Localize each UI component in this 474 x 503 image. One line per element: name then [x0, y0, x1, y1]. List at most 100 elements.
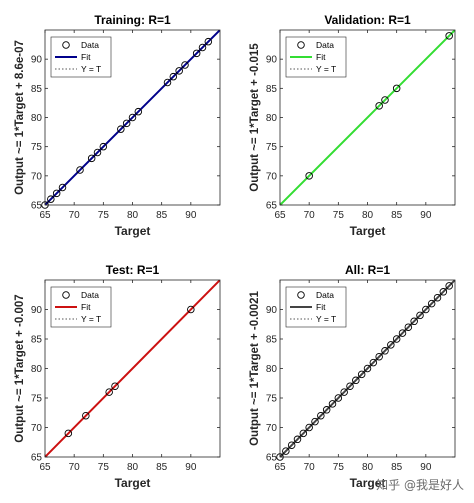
x-tick-label: 75 [333, 462, 345, 473]
y-axis-label: Output ~= 1*Target + -0.015 [249, 43, 261, 192]
x-axis-label: Target [115, 224, 151, 238]
data-point [381, 96, 389, 104]
data-point [175, 67, 183, 75]
y-tick-label: 65 [31, 453, 43, 464]
data-point [192, 49, 201, 58]
data-point [322, 406, 331, 414]
x-tick-label: 75 [98, 210, 110, 221]
data-point [387, 341, 395, 349]
data-point [122, 119, 131, 128]
x-tick-label: 70 [69, 462, 81, 473]
fit-line [45, 280, 220, 457]
x-tick-label: 65 [39, 462, 51, 473]
data-point [439, 288, 448, 296]
x-tick-label: 90 [185, 462, 197, 473]
x-tick-label: 70 [304, 210, 316, 221]
legend-entry: Data [81, 40, 99, 50]
data-point [445, 282, 453, 290]
x-axis-label: Target [115, 476, 151, 490]
legend-entry: Data [81, 290, 99, 300]
data-point [340, 388, 348, 396]
legend-entry: Y = T [81, 314, 101, 324]
data-point [181, 61, 189, 69]
chart-panel-2: 65 70 75 80 85 90 65 70 75 80 85 90 Test: R=1 Target O… [14, 263, 221, 490]
y-axis-label: Output ~= 1*Target + -0.0021 [249, 291, 261, 446]
x-tick-label: 65 [274, 210, 286, 221]
y-tick-label: 80 [266, 113, 278, 124]
legend-entry: Y = T [81, 64, 101, 74]
data-point [398, 329, 407, 337]
legend-marker-data [297, 41, 305, 49]
chart-title: Training: R=1 [94, 13, 171, 27]
y-tick-label: 75 [266, 142, 278, 153]
data-point [93, 148, 102, 157]
x-tick-label: 85 [391, 210, 403, 221]
y-tick-label: 80 [31, 113, 43, 124]
data-point [375, 102, 383, 110]
data-point [76, 166, 84, 174]
y-tick-label: 90 [31, 305, 43, 316]
legend-entry: Data [316, 40, 334, 50]
data-point [87, 154, 96, 163]
data-point [392, 335, 401, 343]
y-axis-label: Output ~= 1*Target + 8.6e-07 [14, 40, 26, 195]
legend-entry: Fit [316, 52, 326, 62]
x-tick-label: 90 [420, 462, 432, 473]
x-tick-label: 85 [156, 462, 168, 473]
y-tick-label: 65 [266, 453, 278, 464]
x-tick-label: 80 [127, 462, 139, 473]
y-tick-label: 65 [31, 201, 43, 212]
y-tick-label: 70 [31, 423, 43, 434]
x-tick-label: 65 [39, 210, 51, 221]
x-tick-label: 70 [304, 462, 316, 473]
data-point [369, 358, 378, 367]
x-tick-label: 90 [420, 210, 432, 221]
legend-marker-data [297, 291, 305, 299]
legend-marker-data [62, 41, 70, 49]
legend-entry: Y = T [316, 314, 336, 324]
chart-panel-0: 65 70 75 80 85 90 65 70 75 80 85 90 Training: R=1 Tar… [14, 13, 221, 238]
x-tick-label: 90 [185, 210, 197, 221]
data-point [328, 400, 337, 408]
data-point [363, 364, 372, 373]
x-tick-label: 80 [362, 210, 374, 221]
data-point [357, 370, 366, 379]
data-point [293, 435, 302, 444]
data-point [198, 43, 207, 52]
data-point [282, 447, 290, 455]
data-point [305, 172, 313, 180]
y-tick-label: 65 [266, 201, 278, 212]
fit-line [45, 30, 220, 205]
x-tick-label: 70 [69, 210, 81, 221]
legend-entry: Fit [81, 52, 91, 62]
chart-panel-3: 65 70 75 80 85 90 65 70 75 80 85 90 All: R=1 Target Ou… [249, 263, 456, 490]
chart-title: All: R=1 [345, 263, 390, 277]
data-point [416, 311, 424, 320]
data-point [381, 347, 389, 355]
x-axis-label: Target [350, 476, 386, 490]
data-point [187, 305, 195, 314]
y-tick-label: 85 [31, 335, 43, 346]
y-tick-label: 70 [266, 423, 278, 434]
y-tick-label: 75 [31, 394, 43, 405]
x-tick-label: 80 [127, 210, 139, 221]
data-point [346, 382, 354, 390]
data-point [317, 411, 325, 420]
y-tick-label: 85 [31, 84, 43, 95]
data-point [204, 37, 213, 46]
x-axis-label: Target [350, 224, 386, 238]
data-point [169, 72, 178, 81]
data-point [163, 78, 172, 87]
legend-entry: Fit [81, 302, 91, 312]
data-point [299, 429, 308, 438]
legend-marker-data [62, 291, 70, 299]
data-point [128, 113, 137, 122]
data-point [375, 352, 383, 361]
data-point [287, 441, 296, 449]
data-point [392, 84, 401, 93]
x-tick-label: 75 [98, 462, 110, 473]
y-tick-label: 90 [31, 55, 43, 66]
legend-entry: Data [316, 290, 334, 300]
data-point [117, 125, 125, 133]
